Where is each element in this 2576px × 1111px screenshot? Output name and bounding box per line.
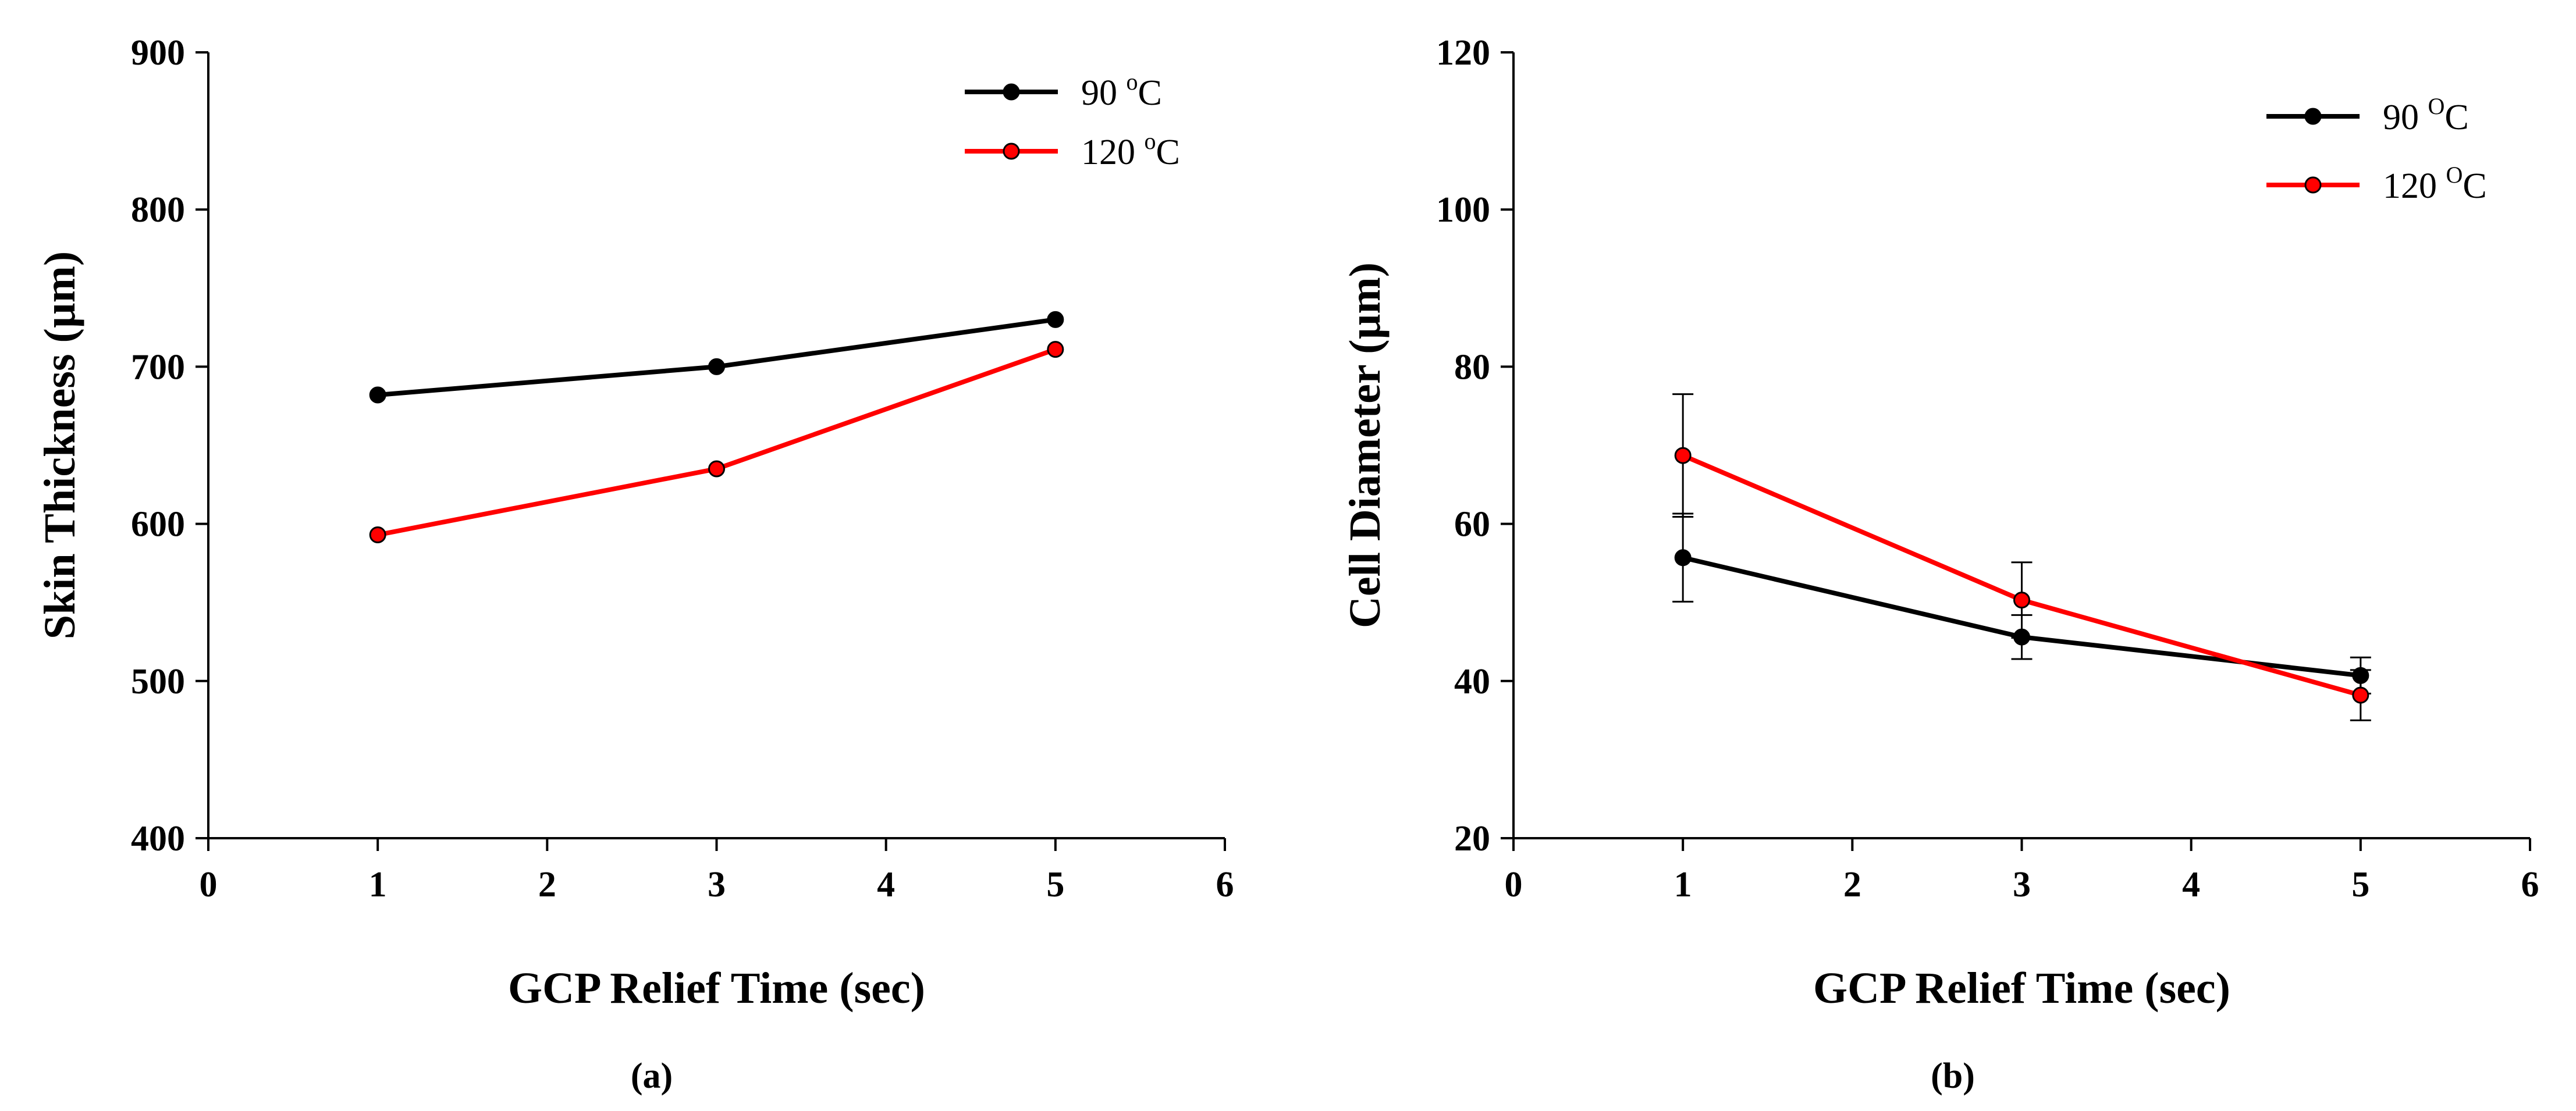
- y-axis-title: Skin Thickness (µm): [35, 251, 84, 640]
- y-tick-label: 100: [1436, 190, 1490, 230]
- legend-label: 120 OC: [2383, 162, 2487, 206]
- legend-marker: [1003, 83, 1020, 101]
- data-point: [708, 358, 725, 375]
- x-tick-label: 1: [369, 865, 387, 905]
- data-point: [369, 526, 386, 544]
- data-point: [708, 460, 725, 478]
- legend-label: 90 OC: [2383, 93, 2469, 137]
- panel-caption: (b): [1931, 1056, 1975, 1096]
- legend-label-value: 120: [2383, 166, 2446, 206]
- legend-label-unit: C: [2444, 98, 2468, 137]
- series-1: [369, 341, 1064, 544]
- x-tick-label: 6: [1216, 865, 1234, 905]
- y-tick-label: 800: [131, 190, 185, 230]
- legend-degree-symbol: O: [2428, 93, 2445, 119]
- panel-caption: (a): [631, 1056, 673, 1096]
- x-tick-label: 4: [2182, 865, 2200, 905]
- data-point: [1047, 341, 1064, 358]
- x-tick-label: 2: [1843, 865, 1861, 905]
- legend-label-unit: C: [1156, 133, 1180, 172]
- legend-degree-symbol: O: [2446, 162, 2463, 188]
- x-tick-label: 3: [2013, 865, 2031, 905]
- data-point: [2013, 592, 2030, 609]
- legend-label-value: 90: [1081, 73, 1127, 113]
- series-line: [377, 347, 1057, 537]
- x-tick-label: 4: [877, 865, 895, 905]
- data-point: [369, 386, 386, 404]
- data-point: [1674, 447, 1692, 464]
- panel-a: 0 1 2 3 4 5 6 400 500 600 700 800 900 GCP Relief Time…: [35, 33, 1234, 1096]
- data-point: [1674, 549, 1692, 567]
- data-point: [1047, 311, 1064, 328]
- data-point: [2352, 686, 2369, 704]
- x-tick-label: 5: [1046, 865, 1064, 905]
- legend-degree-symbol: o: [1145, 128, 1156, 154]
- x-tick-label: 1: [1674, 865, 1692, 905]
- legend-marker: [1003, 143, 1020, 160]
- y-tick-label: 700: [131, 347, 185, 387]
- y-tick-label: 900: [131, 33, 185, 73]
- legend-degree-symbol: o: [1127, 69, 1138, 95]
- y-tick-label: 60: [1454, 505, 1490, 544]
- legend-label-value: 90: [2383, 98, 2428, 137]
- x-axis-title: GCP Relief Time (sec): [1813, 964, 2230, 1013]
- x-tick-label: 0: [1505, 865, 1523, 905]
- x-axis-title: GCP Relief Time (sec): [508, 964, 925, 1013]
- x-tick-label: 3: [708, 865, 726, 905]
- legend-label: 120 oC: [1081, 128, 1180, 172]
- y-tick-label: 20: [1454, 819, 1490, 859]
- y-tick-label: 400: [131, 819, 185, 859]
- x-tick-label: 5: [2351, 865, 2369, 905]
- x-tick-label: 2: [538, 865, 556, 905]
- y-tick-label: 500: [131, 662, 185, 702]
- panel-b: 0 1 2 3 4 5 6 20 40 60 80 100 120 GCP Relief Time (se…: [1341, 33, 2539, 1096]
- y-tick-label: 120: [1436, 33, 1490, 73]
- legend-label-unit: C: [2463, 166, 2486, 206]
- y-tick-label: 600: [131, 505, 185, 544]
- x-tick-label: 0: [200, 865, 218, 905]
- legend-label-unit: C: [1138, 73, 1162, 113]
- y-tick-label: 80: [1454, 347, 1490, 387]
- x-tick-label: 6: [2521, 865, 2539, 905]
- series-1: [1672, 393, 2371, 721]
- legend-marker: [2304, 108, 2322, 125]
- legend-label-value: 120: [1081, 133, 1145, 172]
- legend-marker: [2304, 176, 2322, 194]
- y-axis-title: Cell Diameter (µm): [1341, 262, 1390, 628]
- y-tick-label: 40: [1454, 662, 1490, 702]
- series-0: [369, 311, 1064, 404]
- legend-label: 90 oC: [1081, 69, 1162, 113]
